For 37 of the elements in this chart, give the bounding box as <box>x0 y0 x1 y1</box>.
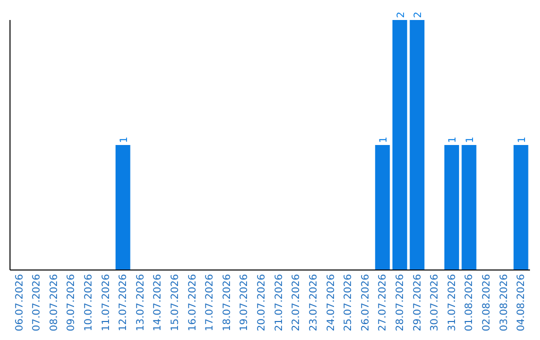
x-tick-label: 22.07.2026 <box>291 274 302 332</box>
data-label: 1 <box>378 136 390 143</box>
x-tick-label: 30.07.2026 <box>430 274 441 332</box>
x-tick-label: 25.07.2026 <box>343 274 354 332</box>
x-tick-label: 01.08.2026 <box>464 274 476 332</box>
x-tick-label: 27.07.2026 <box>378 274 389 332</box>
data-label: 2 <box>413 12 424 18</box>
x-tick-label: 03.08.2026 <box>498 274 510 332</box>
x-tick-label: 11.07.2026 <box>100 274 112 332</box>
x-tick-label: 28.07.2026 <box>394 274 406 332</box>
x-tick-label: 23.07.2026 <box>308 274 320 332</box>
x-tick-label: 09.07.2026 <box>66 274 78 332</box>
x-tick-label: 31.07.2026 <box>446 274 458 332</box>
data-label: 1 <box>516 136 528 143</box>
data-label: 1 <box>448 136 459 143</box>
x-tick-label: 18.07.2026 <box>222 274 233 332</box>
x-tick-label: 24.07.2026 <box>326 274 337 332</box>
x-tick-label: 12.07.2026 <box>118 274 130 332</box>
x-tick-label: 19.07.2026 <box>239 274 250 332</box>
x-tick-label: 10.07.2026 <box>84 274 95 332</box>
x-tick-label: 08.07.2026 <box>48 274 60 332</box>
data-label: 2 <box>396 12 407 18</box>
x-tick-label: 02.08.2026 <box>482 274 493 332</box>
x-tick-label: 20.07.2026 <box>256 274 268 332</box>
x-tick-label: 14.07.2026 <box>152 274 164 332</box>
x-tick-label: 16.07.2026 <box>187 274 198 332</box>
x-tick-label: 15.07.2026 <box>170 274 182 332</box>
x-tick-label: 07.07.2026 <box>32 274 43 332</box>
x-tick-label: 06.07.2026 <box>14 274 26 332</box>
x-tick-label: 21.07.2026 <box>274 274 285 332</box>
x-tick-label: 17.07.2026 <box>204 274 216 332</box>
x-tick-label: 29.07.2026 <box>412 274 424 332</box>
data-label: 1 <box>118 136 130 143</box>
x-tick-label: 13.07.2026 <box>135 274 146 332</box>
data-label: 1 <box>465 136 476 143</box>
x-tick-label: 04.08.2026 <box>516 274 528 332</box>
x-tick-label: 26.07.2026 <box>360 274 372 332</box>
